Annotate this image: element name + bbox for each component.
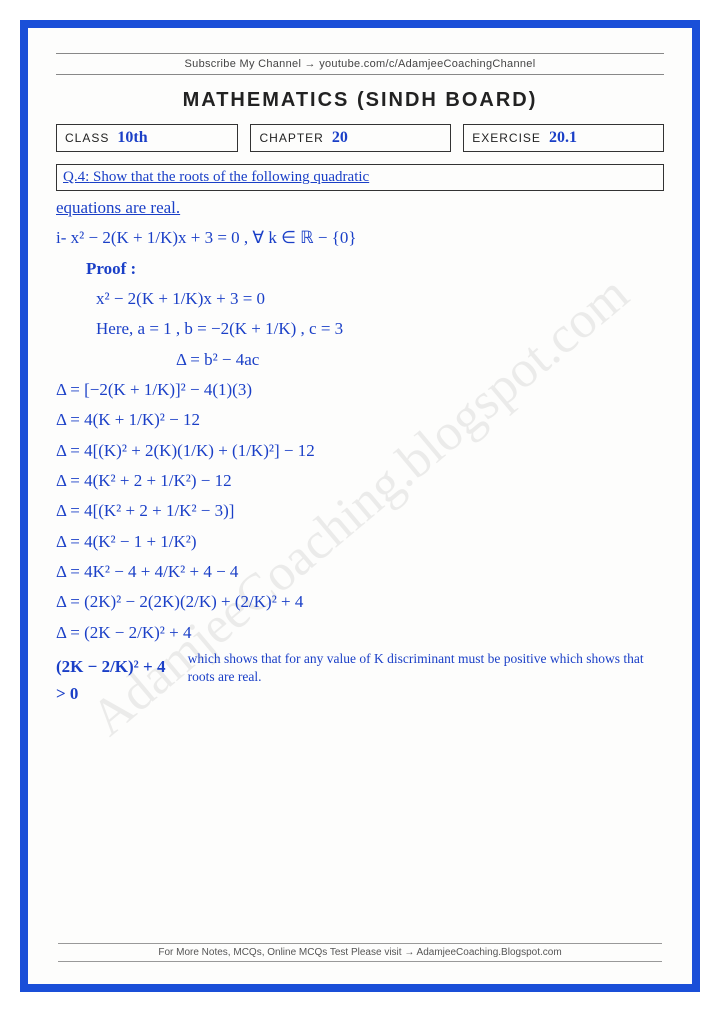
meta-exercise: EXERCISE 20.1 <box>463 124 664 152</box>
page-title: MATHEMATICS (SINDH BOARD) <box>56 75 664 124</box>
step-6: Δ = 4[(K)² + 2(K)(1/K) + (1/K)²] − 12 <box>56 438 664 464</box>
class-label: CLASS <box>65 131 109 145</box>
step-4: Δ = [−2(K + 1/K)]² − 4(1)(3) <box>56 377 664 403</box>
equation: x² − 2(K + 1/K)x + 3 = 0 , ∀ k ∈ ℝ − {0} <box>71 228 357 247</box>
chapter-label: CHAPTER <box>259 131 323 145</box>
step-3: Δ = b² − 4ac <box>176 347 664 373</box>
exercise-value: 20.1 <box>549 129 577 147</box>
part-label: i- <box>56 228 66 247</box>
exercise-label: EXERCISE <box>472 131 541 145</box>
meta-row: CLASS 10th CHAPTER 20 EXERCISE 20.1 <box>56 124 664 152</box>
q-text: Show that the roots of the following qua… <box>93 169 369 185</box>
q-text-2: equations are real. <box>56 195 664 221</box>
step-2: Here, a = 1 , b = −2(K + 1/K) , c = 3 <box>96 316 664 342</box>
question-heading: Q.4: Show that the roots of the followin… <box>56 164 664 191</box>
step-11: Δ = (2K)² − 2(2K)(2/K) + (2/K)² + 4 <box>56 589 664 615</box>
meta-chapter: CHAPTER 20 <box>250 124 451 152</box>
page-frame: AdamjeeCoaching.blogspot.com Subscribe M… <box>20 20 700 992</box>
step-5: Δ = 4(K + 1/K)² − 12 <box>56 407 664 433</box>
conclusion-text: which shows that for any value of K disc… <box>188 650 664 685</box>
content-area: Subscribe My Channel → youtube.com/c/Ada… <box>56 53 664 711</box>
solution-body: equations are real. i- x² − 2(K + 1/K)x … <box>56 195 664 711</box>
step-7: Δ = 4(K² + 2 + 1/K²) − 12 <box>56 468 664 494</box>
step-1: x² − 2(K + 1/K)x + 3 = 0 <box>96 286 664 312</box>
step-12: Δ = (2K − 2/K)² + 4 <box>56 620 664 646</box>
equation-line: i- x² − 2(K + 1/K)x + 3 = 0 , ∀ k ∈ ℝ − … <box>56 225 664 251</box>
meta-class: CLASS 10th <box>56 124 238 152</box>
proof-label: Proof : <box>86 256 664 282</box>
chapter-value: 20 <box>332 129 348 147</box>
step-8: Δ = 4[(K² + 2 + 1/K² − 3)] <box>56 498 664 524</box>
class-value: 10th <box>117 129 147 147</box>
step-10: Δ = 4K² − 4 + 4/K² + 4 − 4 <box>56 559 664 585</box>
footer-note: For More Notes, MCQs, Online MCQs Test P… <box>58 943 662 962</box>
subscribe-banner: Subscribe My Channel → youtube.com/c/Ada… <box>56 53 664 75</box>
final-inequality: (2K − 2/K)² + 4 > 0 <box>56 654 178 707</box>
step-9: Δ = 4(K² − 1 + 1/K²) <box>56 529 664 555</box>
q-label: Q.4: <box>63 169 89 185</box>
